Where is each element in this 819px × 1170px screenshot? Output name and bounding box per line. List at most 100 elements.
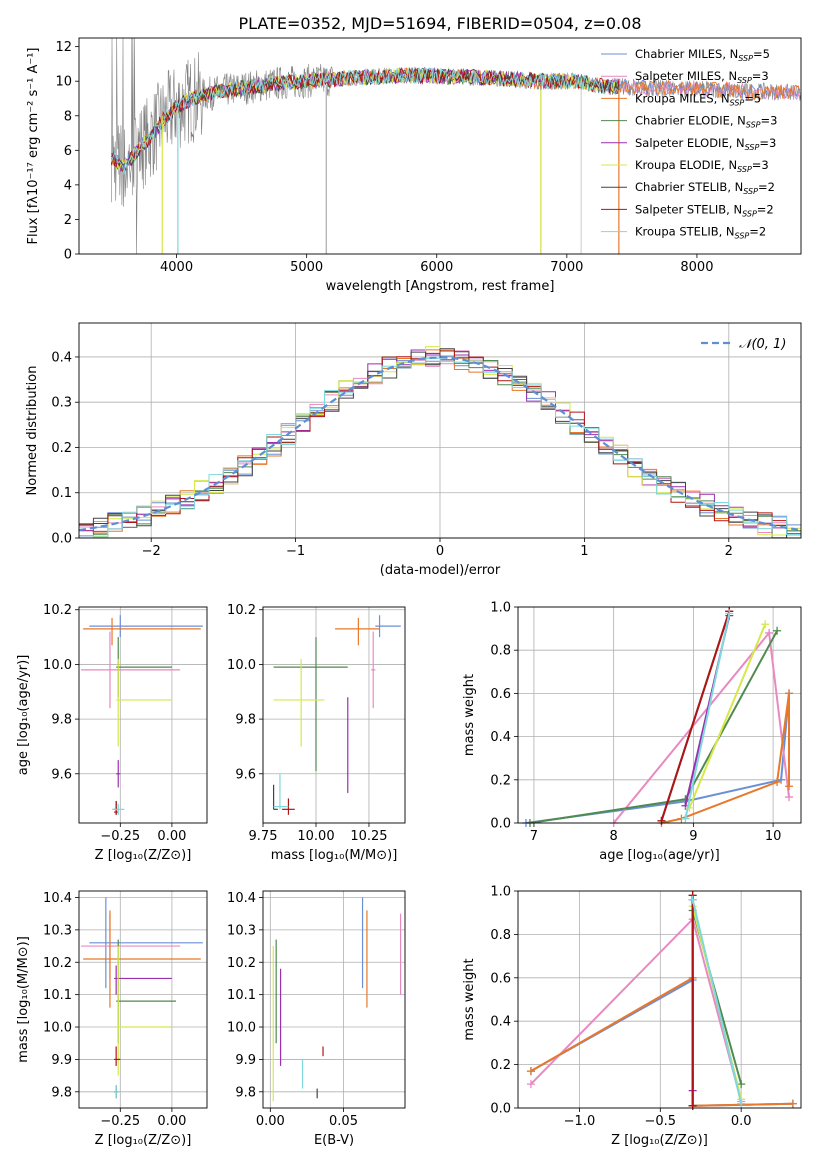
panel-age-vs-Z: −0.25 0.00 9.6 9.8 10.0 10.2 Z [log₁₀(Z/Z⊙)] ag…: [16, 603, 208, 863]
x-tick-label: 0.00: [256, 1114, 285, 1129]
x-tick-label: −1: [286, 544, 305, 559]
x-tick-label: 1: [580, 544, 588, 559]
y-axis-label: mass weight: [462, 958, 477, 1040]
legend-count: =2: [749, 225, 766, 239]
legend-subscript: SSP: [737, 76, 752, 85]
weight-line-salpeter-stelib: [660, 610, 731, 822]
x-tick-label: 10.00: [297, 829, 334, 844]
legend-count: =3: [752, 158, 769, 172]
y-tick-label: 0.1: [51, 486, 72, 501]
legend-count: =5: [753, 47, 770, 61]
y-tick-label: 10.2: [43, 956, 72, 971]
legend-count: =2: [758, 180, 775, 194]
x-tick-label: −0.5: [645, 1114, 677, 1129]
x-tick-label: −1.0: [564, 1114, 596, 1129]
x-tick-label: 10: [765, 829, 782, 844]
legend-label: Salpeter STELIB, NSSP=2: [635, 202, 774, 218]
y-tick-label: 4: [64, 178, 72, 193]
legend-label: Chabrier MILES, NSSP=5: [635, 47, 770, 63]
axes-frame: [78, 606, 208, 824]
y-tick-label: 9.8: [235, 1085, 256, 1100]
x-tick-label: 4000: [160, 260, 193, 275]
histogram-salpeter-stelib: [79, 350, 801, 535]
y-tick-label: 10.0: [227, 1021, 256, 1036]
y-tick-label: 10.1: [227, 988, 256, 1003]
y-tick-label: 6: [64, 144, 72, 159]
y-tick-label: 10.4: [227, 891, 256, 906]
y-tick-label: 10.0: [227, 658, 256, 673]
y-tick-label: 9.9: [51, 1053, 72, 1068]
weight-line-kroupa-miles: [661, 693, 790, 823]
x-tick-label: −0.25: [100, 1114, 140, 1129]
legend-label: Kroupa STELIB, NSSP=2: [635, 225, 766, 241]
y-tick-label: 10.3: [227, 923, 256, 938]
y-tick-label: 0: [64, 248, 72, 263]
y-tick-label: 0.3: [51, 396, 72, 411]
weight-marker: [773, 626, 782, 635]
weight-marker: [526, 1067, 535, 1076]
weight-line-salpeter-miles: [612, 630, 790, 823]
panel-age-vs-mass: 9.75 10.00 10.25 9.6 9.8 10.0 10.2 mass [log₁₀(…: [227, 603, 406, 863]
y-tick-label: 0.8: [490, 928, 511, 943]
weight-marker: [785, 689, 794, 698]
weight-marker: [737, 1099, 746, 1108]
normal-curve: [79, 356, 801, 532]
y-tick-label: 0.4: [490, 730, 511, 745]
x-axis-label: age [log₁₀(age/yr)]: [599, 848, 720, 863]
legend-subscript: SSP: [737, 165, 752, 174]
weight-marker: [688, 895, 697, 904]
panel-mass-weight-vs-Z: −1.0 −0.5 0.0 0.0 0.2 0.4 0.6 0.8 1.0 Z [log₁₀(Z/…: [462, 885, 802, 1148]
weight-marker: [785, 782, 794, 791]
legend-label: Salpeter MILES, NSSP=3: [635, 69, 769, 85]
legend-subscript: SSP: [745, 143, 760, 152]
x-tick-label: −0.25: [100, 829, 140, 844]
y-axis-label: mass [log₁₀(M/M⊙)]: [16, 936, 31, 1063]
x-tick-label: 6000: [420, 260, 453, 275]
y-tick-label: 0.0: [490, 1102, 511, 1117]
x-tick-label: −2: [142, 544, 161, 559]
y-axis-label: Flux [fλ10⁻¹⁷ erg cm⁻² s⁻¹ A⁻¹]: [26, 48, 41, 245]
y-tick-label: 2: [64, 213, 72, 228]
model-spectrum-kroupa-stelib: [111, 67, 620, 175]
panel-spectrum: 4000 5000 6000 7000 8000 0 2 4 6 8 10 12 wavelength …: [26, 37, 802, 294]
y-tick-label: 0.4: [490, 1015, 511, 1030]
weight-marker: [688, 1101, 697, 1110]
weight-marker: [725, 609, 734, 618]
weight-marker: [785, 793, 794, 802]
weight-marker: [657, 816, 666, 825]
plot-panels: 4000 5000 6000 7000 8000024681012wavelength …: [16, 37, 802, 1148]
weight-marker: [681, 814, 690, 823]
model-spectrum-chabrier-stelib: [111, 68, 620, 167]
y-tick-label: 8: [64, 109, 72, 124]
y-tick-label: 10.0: [43, 658, 72, 673]
y-tick-label: 10.1: [43, 988, 72, 1003]
panel-residuals: −2 −1 0 1 2 0.0 0.1 0.2 0.3 0.4 (data-model)/error…: [25, 322, 802, 578]
legend-label: Chabrier ELODIE, NSSP=3: [635, 114, 777, 130]
axes-frame: [78, 37, 802, 255]
x-axis-label: wavelength [Angstrom, rest frame]: [326, 279, 555, 294]
x-tick-label: 0.00: [157, 829, 186, 844]
y-tick-label: 0.6: [490, 971, 511, 986]
legend-count: =5: [744, 91, 761, 105]
x-tick-label: 0: [436, 544, 444, 559]
axes-frame: [262, 606, 406, 824]
y-tick-label: 10: [55, 75, 72, 90]
x-tick-label: 9.75: [249, 829, 278, 844]
legend-subscript: SSP: [735, 232, 750, 241]
y-tick-label: 10.2: [43, 603, 72, 618]
x-tick-label: 7: [530, 829, 538, 844]
legend-count: =3: [759, 136, 776, 150]
legend-count: =3: [752, 69, 769, 83]
panel-mass-weight-vs-age: 7 8 9 10 0.0 0.2 0.4 0.6 0.8 1.0 age [log₁₀(age/yr…: [462, 601, 802, 863]
legend-label: Salpeter ELODIE, NSSP=3: [635, 136, 776, 152]
y-tick-label: 9.9: [235, 1053, 256, 1068]
x-tick-label: 5000: [290, 260, 323, 275]
x-tick-label: 0.00: [157, 1114, 186, 1129]
y-tick-label: 9.8: [51, 713, 72, 728]
x-tick-label: 8000: [680, 260, 713, 275]
legend-subscript: SSP: [738, 54, 753, 63]
legend-label: 𝒩(0, 1): [739, 337, 786, 352]
x-tick-label: 2: [725, 544, 733, 559]
y-tick-label: 12: [55, 40, 72, 55]
y-tick-label: 9.6: [51, 767, 72, 782]
